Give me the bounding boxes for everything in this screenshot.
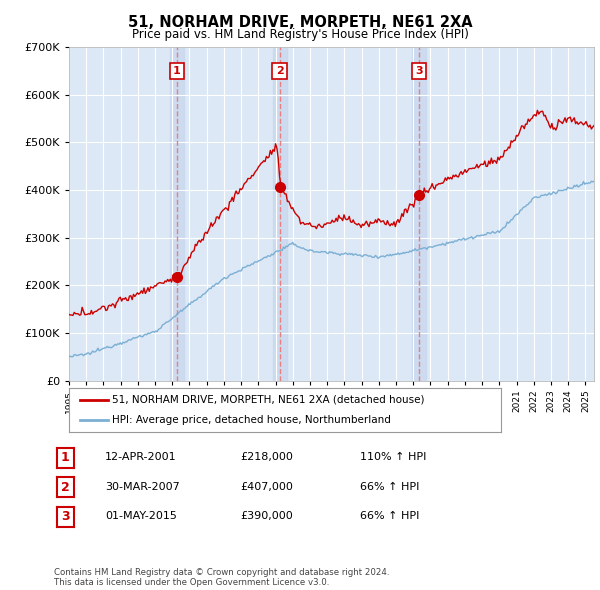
Text: Contains HM Land Registry data © Crown copyright and database right 2024.
This d: Contains HM Land Registry data © Crown c…	[54, 568, 389, 587]
Bar	[412, 47, 426, 381]
Text: 66% ↑ HPI: 66% ↑ HPI	[360, 482, 419, 491]
Text: 01-MAY-2015: 01-MAY-2015	[105, 512, 177, 521]
Text: 2: 2	[61, 481, 70, 494]
Text: 12-APR-2001: 12-APR-2001	[105, 453, 176, 462]
Bar	[273, 47, 287, 381]
Text: 66% ↑ HPI: 66% ↑ HPI	[360, 512, 419, 521]
Text: Price paid vs. HM Land Registry's House Price Index (HPI): Price paid vs. HM Land Registry's House …	[131, 28, 469, 41]
Text: £390,000: £390,000	[240, 512, 293, 521]
Text: 51, NORHAM DRIVE, MORPETH, NE61 2XA: 51, NORHAM DRIVE, MORPETH, NE61 2XA	[128, 15, 472, 30]
Text: 2: 2	[276, 66, 284, 76]
Bar	[170, 47, 184, 381]
Text: 1: 1	[61, 451, 70, 464]
Text: 3: 3	[61, 510, 70, 523]
Text: 51, NORHAM DRIVE, MORPETH, NE61 2XA (detached house): 51, NORHAM DRIVE, MORPETH, NE61 2XA (det…	[112, 395, 425, 405]
Text: HPI: Average price, detached house, Northumberland: HPI: Average price, detached house, Nort…	[112, 415, 391, 425]
Text: 110% ↑ HPI: 110% ↑ HPI	[360, 453, 427, 462]
Text: 3: 3	[415, 66, 423, 76]
Text: 1: 1	[173, 66, 181, 76]
Text: £407,000: £407,000	[240, 482, 293, 491]
Text: 30-MAR-2007: 30-MAR-2007	[105, 482, 180, 491]
Text: £218,000: £218,000	[240, 453, 293, 462]
